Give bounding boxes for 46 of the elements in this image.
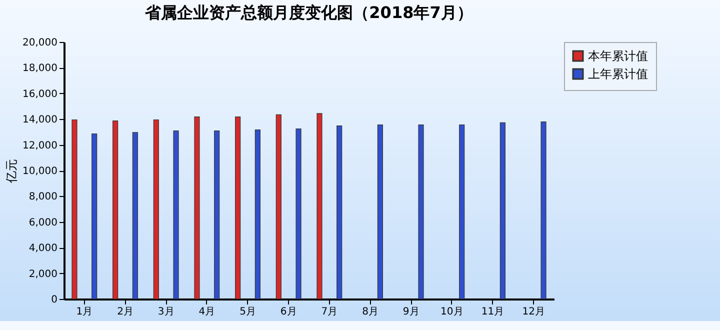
bar: [132, 132, 138, 300]
x-tick-label: 2月: [117, 306, 134, 318]
bar: [235, 116, 241, 300]
bar: [153, 119, 159, 300]
bar: [276, 114, 282, 300]
bar: [418, 124, 424, 300]
bar: [316, 113, 322, 300]
x-tick-label: 11月: [481, 306, 504, 318]
bar: [214, 130, 220, 300]
bar: [92, 133, 98, 300]
y-tick-label: 6,000: [28, 217, 58, 228]
legend-label: 上年累计值: [588, 67, 648, 81]
bar: [112, 120, 118, 300]
bar: [540, 122, 546, 300]
x-tick-label: 12月: [522, 306, 545, 318]
bar: [194, 116, 200, 300]
bar: [296, 128, 302, 300]
y-tick-label: 8,000: [28, 192, 58, 203]
x-tick-label: 4月: [198, 306, 216, 318]
y-tick-label: 20,000: [22, 38, 58, 48]
y-tick-label: 10,000: [22, 166, 58, 177]
bar: [254, 129, 260, 300]
x-tick-label: 10月: [440, 306, 464, 318]
y-tick-label: 14,000: [22, 114, 58, 126]
x-tick-label: 6月: [280, 306, 297, 318]
x-tick-label: 9月: [402, 306, 420, 318]
y-tick-label: 0: [51, 294, 58, 306]
bar: [173, 130, 179, 300]
x-tick-label: 8月: [362, 306, 378, 318]
x-tick-label: 3月: [158, 306, 174, 318]
y-tick-label: 4,000: [28, 243, 58, 254]
bar: [500, 122, 506, 300]
x-tick-label: 7月: [321, 306, 338, 318]
y-axis-title: 亿元: [4, 159, 19, 184]
x-tick-label: 1月: [76, 306, 93, 318]
bar: [377, 124, 383, 300]
x-tick-label: 5月: [240, 306, 256, 318]
y-tick-label: 16,000: [22, 88, 58, 100]
y-tick-label: 2,000: [28, 268, 58, 280]
y-tick-label: 18,000: [22, 63, 58, 74]
bar: [459, 124, 465, 300]
chart-title: 省属企业资产总额月度变化图（2018年7月）: [144, 3, 473, 22]
bar: [336, 125, 342, 300]
bar: [72, 119, 78, 300]
legend-label: 本年累计值: [588, 49, 648, 63]
y-tick-label: 12,000: [22, 140, 58, 152]
